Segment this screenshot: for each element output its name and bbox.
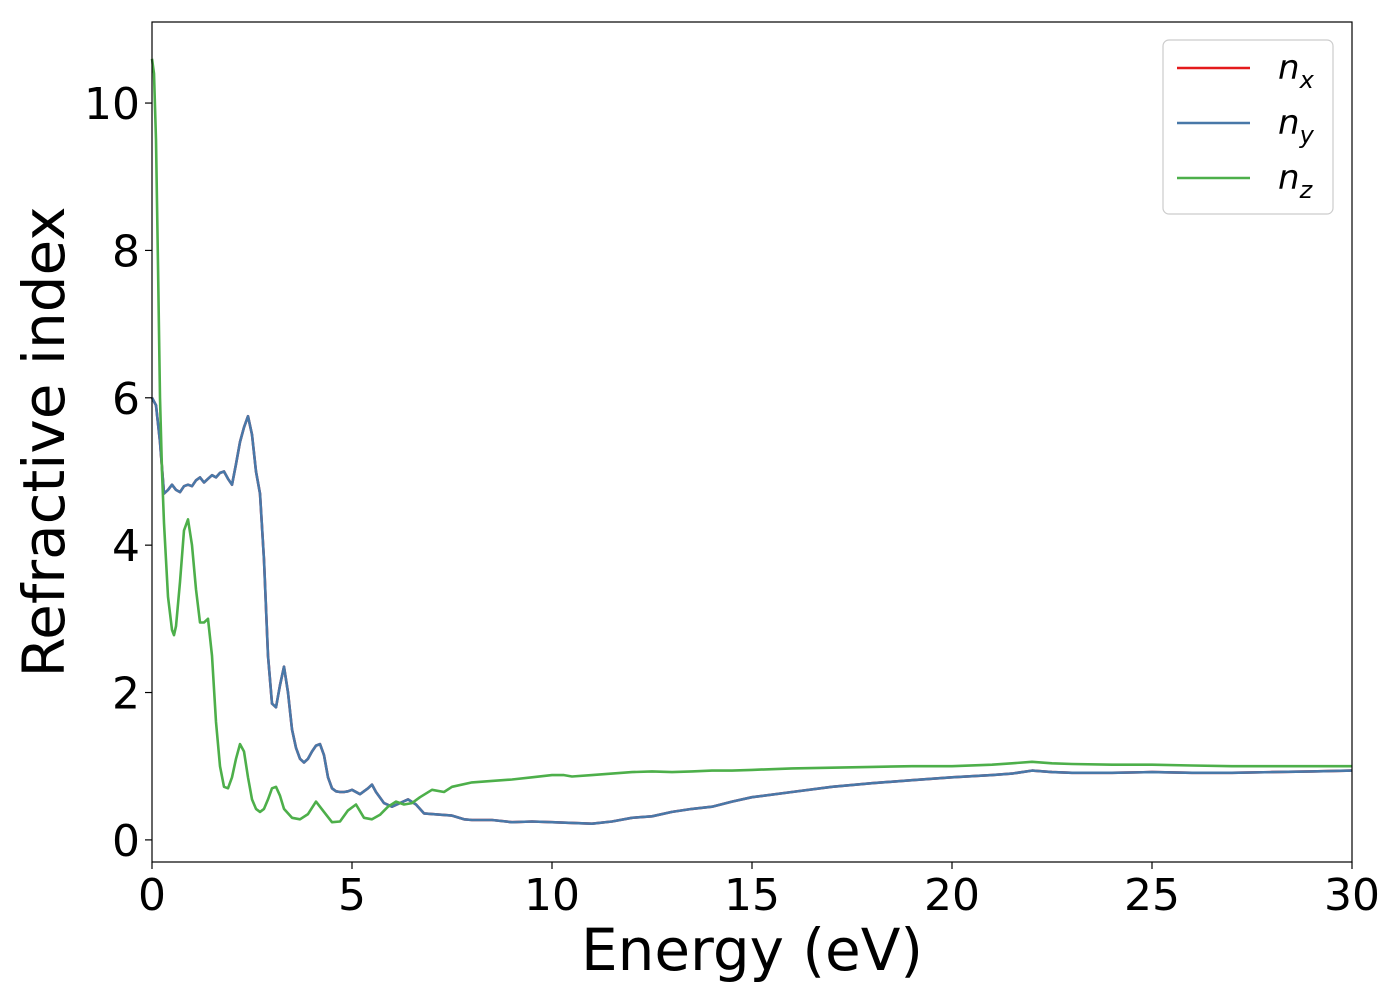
- x-tick-label: 10: [524, 870, 580, 921]
- y-tick-label: 2: [112, 669, 140, 720]
- y-tick-label: 8: [112, 226, 140, 277]
- series-line-nz: [150, 58, 1352, 824]
- x-axis: 0 5 10 15 20 25 30: [138, 862, 1380, 921]
- x-tick-label: 0: [138, 870, 166, 921]
- x-tick-label: 25: [1124, 870, 1180, 921]
- x-tick-label: 30: [1324, 870, 1380, 921]
- legend-box: [1162, 39, 1334, 215]
- legend-label-nz: nz: [1278, 158, 1314, 204]
- y-tick-label: 6: [112, 374, 140, 425]
- legend-label-nx: nx: [1278, 48, 1315, 94]
- legend-label-ny: ny: [1278, 103, 1315, 149]
- y-tick-label: 10: [84, 79, 140, 130]
- x-tick-label: 5: [338, 870, 366, 921]
- x-axis-title: Energy (eV): [581, 916, 923, 984]
- x-tick-label: 15: [724, 870, 780, 921]
- y-tick-label: 4: [112, 521, 140, 572]
- plot-area: [152, 22, 1352, 862]
- series-layer: [150, 58, 1353, 825]
- y-tick-label: 0: [112, 816, 140, 867]
- legend: nx ny nz: [1162, 39, 1334, 215]
- y-axis-title: Refractive index: [10, 206, 78, 677]
- series-line-ny: [150, 397, 1353, 825]
- x-tick-label: 20: [924, 870, 980, 921]
- y-axis: 0 2 4 6 8 10: [84, 79, 152, 867]
